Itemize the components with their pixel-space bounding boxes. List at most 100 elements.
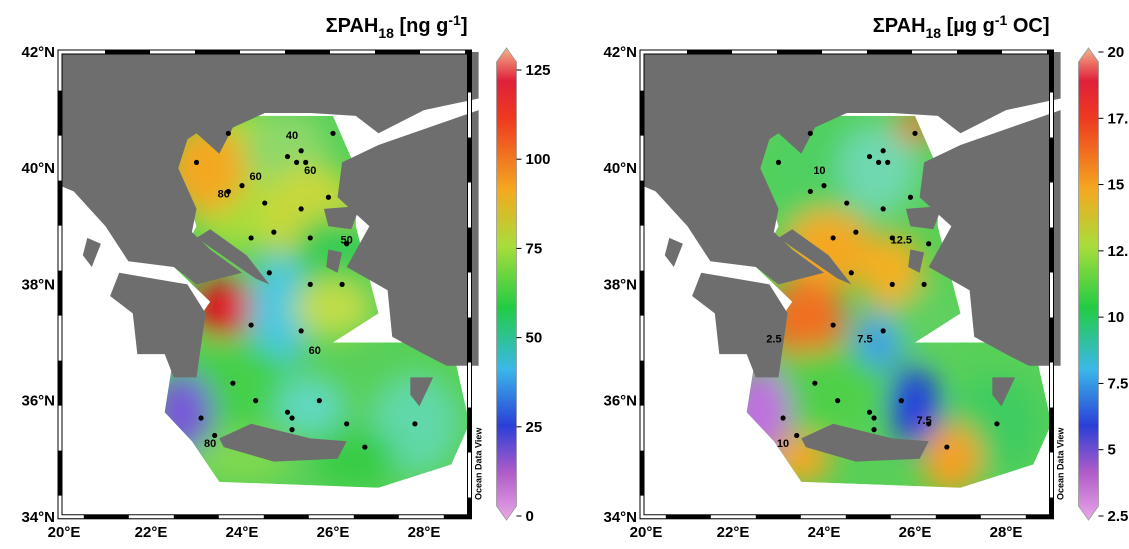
lat-tick-label: 42°N	[21, 44, 55, 61]
station	[881, 148, 886, 153]
station	[912, 131, 917, 136]
station	[835, 398, 840, 403]
title-part: 18	[926, 25, 942, 41]
station	[831, 235, 836, 240]
lon-tick-label: 26°E	[317, 524, 350, 541]
lon-tick-label: 20°E	[630, 524, 663, 541]
colorbar	[497, 48, 517, 520]
lat-tick-label: 38°N	[603, 276, 637, 293]
lat-tick-label: 36°N	[603, 393, 637, 410]
station	[922, 282, 927, 287]
station	[808, 189, 813, 194]
title-part: ΣPAH	[326, 15, 379, 37]
colorbar	[1079, 48, 1099, 520]
colorbar-tick-label: 15	[1108, 177, 1125, 194]
contour-label: 60	[304, 165, 316, 177]
station	[317, 398, 322, 403]
contour-label: 60	[309, 345, 321, 357]
lat-tick-label: 40°N	[603, 160, 637, 177]
station	[285, 154, 290, 159]
lat-tick-label: 38°N	[21, 276, 55, 293]
colorbar-tick-label: 125	[526, 62, 551, 79]
contour-label: 50	[341, 235, 353, 247]
colorbar-tick-label: 10	[1108, 309, 1125, 326]
title: ΣPAH18 [µg g-1 OC]	[873, 12, 1050, 41]
colorbar-tick-label: 75	[526, 240, 543, 257]
station	[289, 415, 294, 420]
title: ΣPAH18 [ng g-1]	[326, 12, 468, 41]
station	[289, 427, 294, 432]
lat-tick-label: 40°N	[21, 160, 55, 177]
station	[908, 195, 913, 200]
station	[876, 160, 881, 165]
colorbar-tick-label: 0	[526, 508, 534, 525]
lon-tick-label: 26°E	[899, 524, 932, 541]
title-part: ΣPAH	[873, 15, 926, 37]
panel: 1012.57.52.5107.534°N36°N38°N40°N42°N20°…	[603, 12, 1129, 541]
lon-tick-label: 20°E	[48, 524, 81, 541]
station	[340, 282, 345, 287]
contour-label: 7.5	[857, 334, 872, 346]
station	[198, 415, 203, 420]
station	[267, 270, 272, 275]
station	[821, 183, 826, 188]
title-part: 18	[378, 25, 394, 41]
station	[867, 154, 872, 159]
station	[844, 200, 849, 205]
station	[326, 195, 331, 200]
lon-tick-label: 24°E	[808, 524, 841, 541]
station	[262, 200, 267, 205]
station	[271, 230, 276, 235]
colorbar-tick-label: 2.5	[1108, 508, 1129, 525]
title-part: ]	[461, 15, 468, 37]
colorbar-tick-label: 5	[1108, 442, 1116, 459]
contour-label: 80	[204, 438, 216, 450]
station	[230, 381, 235, 386]
station	[330, 131, 335, 136]
station	[831, 322, 836, 327]
station	[849, 270, 854, 275]
contour-label: 10	[777, 438, 789, 450]
colorbar-tick-label: 25	[526, 419, 543, 436]
colorbar-tick-label: 100	[526, 151, 551, 168]
station	[226, 131, 231, 136]
watermark: Ocean Data View	[1056, 427, 1066, 500]
station	[944, 444, 949, 449]
watermark: Ocean Data View	[474, 427, 484, 500]
contour-label: 2.5	[766, 334, 781, 346]
lon-tick-label: 24°E	[226, 524, 259, 541]
station	[890, 282, 895, 287]
contour-label: 80	[218, 188, 230, 200]
station	[926, 241, 931, 246]
station	[881, 206, 886, 211]
station	[299, 206, 304, 211]
station	[776, 160, 781, 165]
station	[308, 282, 313, 287]
colorbar-tick-label: 12.5	[1108, 243, 1129, 260]
lat-tick-label: 36°N	[21, 393, 55, 410]
title-part: -1	[448, 12, 461, 28]
station	[808, 131, 813, 136]
station	[344, 421, 349, 426]
contour-label: 10	[813, 165, 825, 177]
station	[867, 410, 872, 415]
lon-tick-label: 28°E	[408, 524, 441, 541]
title-part: OC]	[1007, 15, 1049, 37]
lat-tick-label: 42°N	[603, 44, 637, 61]
colorbar-tick-label: 7.5	[1108, 375, 1129, 392]
station	[299, 328, 304, 333]
station	[899, 398, 904, 403]
field-blob	[921, 424, 981, 494]
field-blob	[275, 376, 345, 436]
station	[780, 415, 785, 420]
station	[299, 148, 304, 153]
station	[285, 410, 290, 415]
lon-tick-label: 22°E	[717, 524, 750, 541]
station	[362, 444, 367, 449]
station	[871, 427, 876, 432]
station	[249, 322, 254, 327]
station	[308, 235, 313, 240]
station	[885, 160, 890, 165]
